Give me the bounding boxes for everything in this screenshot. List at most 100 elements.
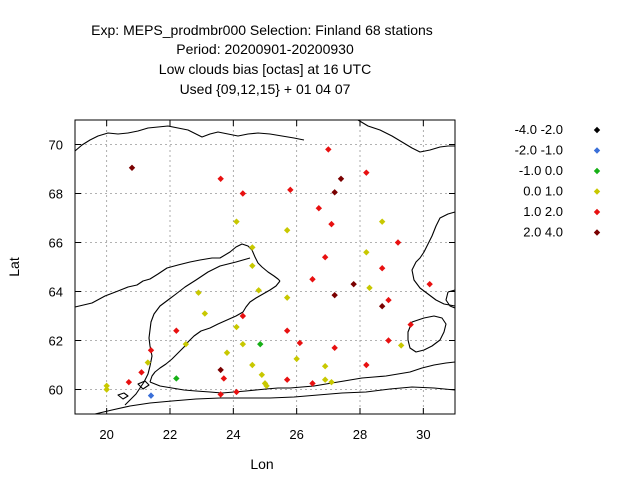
data-point [217, 175, 224, 182]
data-point [263, 382, 270, 390]
data-point [337, 175, 345, 182]
data-point [331, 189, 338, 196]
data-point [325, 146, 332, 153]
data-point [144, 359, 152, 366]
x-axis-label: Lon [250, 456, 273, 472]
data-point [378, 303, 386, 310]
data-point [309, 276, 316, 283]
lake-ladoga [407, 315, 447, 353]
data-point [321, 363, 329, 370]
data-point [328, 378, 335, 386]
data-point [217, 391, 224, 398]
plot-border [74, 119, 456, 415]
legend-marker [593, 229, 601, 236]
y-axis-ticks: 60 62 64 66 68 70 [49, 138, 455, 398]
legend-marker [593, 188, 601, 195]
data-point [378, 265, 386, 272]
data-point [328, 220, 335, 228]
baltic-islands [117, 380, 150, 400]
data-point [287, 186, 294, 194]
data-point [363, 169, 370, 176]
data-point [128, 164, 136, 171]
data-point [283, 227, 291, 234]
finland-south-coast [149, 361, 456, 394]
data-point [249, 244, 256, 251]
data-point [147, 392, 155, 399]
data-point [331, 291, 338, 299]
data-point [385, 337, 392, 344]
data-point [283, 376, 291, 383]
data-point [366, 284, 373, 292]
data-point [378, 218, 386, 225]
data-point [103, 382, 110, 390]
data-point [195, 289, 202, 296]
data-point [103, 386, 110, 393]
data-point [220, 375, 228, 382]
data-point [363, 361, 370, 369]
legend-marker [593, 167, 601, 175]
data-point [350, 280, 357, 288]
legend-label: 0.0 1.0 [523, 184, 563, 199]
norway-north-coast [74, 125, 305, 152]
data-point [397, 342, 405, 349]
x-tick-label: 24 [226, 427, 240, 442]
data-point [201, 310, 209, 317]
white-sea-coast [411, 211, 456, 307]
x-tick-label: 28 [353, 427, 367, 442]
data-point [296, 339, 304, 347]
title-line-4: Used {09,12,15} + 01 04 07 [180, 81, 351, 97]
data-point [233, 218, 240, 225]
data-point [239, 340, 247, 348]
coastline-map [74, 119, 456, 415]
data-point [258, 371, 266, 378]
data-point [394, 239, 402, 246]
data-point [233, 323, 240, 331]
data-point [249, 361, 256, 369]
chart-title: Exp: MEPS_prodmbr000 Selection: Finland … [91, 22, 433, 97]
legend-marker [593, 126, 601, 134]
legend-label: 2.0 4.0 [523, 225, 563, 240]
title-line-3: Low clouds bias [octas] at 16 UTC [159, 61, 371, 77]
data-point [249, 262, 256, 269]
y-tick-label: 66 [49, 236, 63, 251]
legend-label: 1.0 2.0 [523, 204, 563, 219]
legend-marker [593, 208, 601, 216]
data-point [407, 321, 414, 328]
data-point [283, 294, 291, 301]
data-point [321, 254, 329, 261]
barents-coast [357, 119, 455, 153]
data-point [125, 378, 133, 386]
data-point [385, 296, 392, 304]
sweden-coastline [74, 243, 281, 308]
x-tick-label: 30 [416, 427, 430, 442]
title-line-2: Period: 20200901-20200930 [176, 41, 354, 57]
data-point [363, 249, 370, 256]
data-point [293, 355, 300, 363]
x-tick-label: 20 [99, 427, 113, 442]
gulf-of-bothnia-west [124, 257, 251, 406]
legend-label: -4.0 -2.0 [515, 122, 563, 137]
data-point [239, 190, 247, 197]
x-tick-label: 26 [289, 427, 303, 442]
data-point [255, 287, 262, 294]
finland-west-coast [149, 280, 281, 383]
legend-marker [593, 147, 601, 154]
data-point [309, 380, 316, 387]
data-point [315, 205, 323, 212]
data-point [223, 349, 231, 356]
legend-label: -1.0 0.0 [519, 163, 563, 178]
data-point [182, 340, 190, 348]
title-line-1: Exp: MEPS_prodmbr000 Selection: Finland … [91, 22, 433, 38]
data-point [173, 375, 180, 382]
y-tick-label: 68 [49, 187, 63, 202]
data-point [283, 327, 291, 334]
plot-area [74, 119, 456, 415]
y-axis-label: Lat [6, 257, 22, 277]
x-tick-label: 22 [163, 427, 177, 442]
data-point [331, 344, 338, 352]
y-tick-label: 64 [49, 285, 63, 300]
gulf-of-finland-south [94, 386, 456, 415]
data-point [239, 312, 247, 320]
grid-lines [75, 120, 455, 414]
data-point [257, 340, 264, 348]
